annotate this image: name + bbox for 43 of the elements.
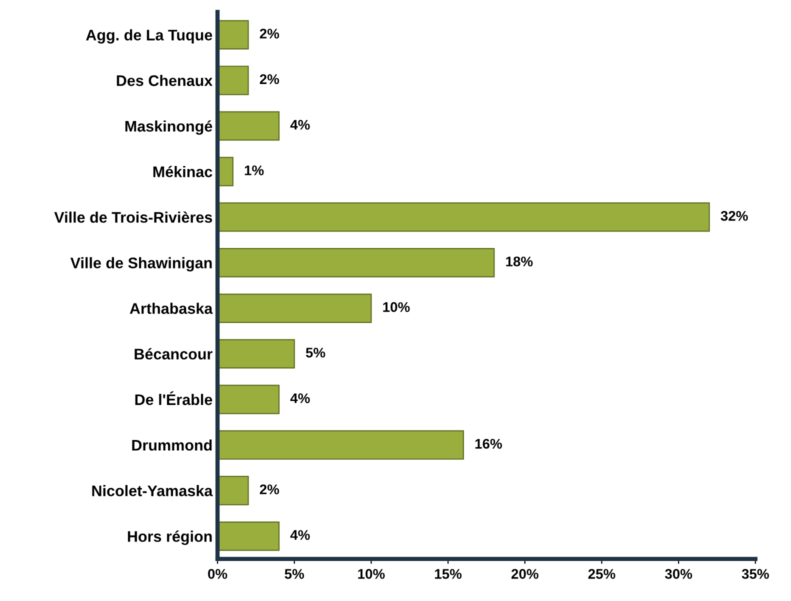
- y-tick-label: Arthabaska: [130, 302, 213, 314]
- y-tick-label: De l'Érable: [135, 391, 212, 406]
- x-tick-label: 25%: [588, 569, 616, 579]
- y-tick-label: Bécancour: [134, 348, 212, 360]
- bar: [218, 384, 280, 414]
- data-label: 4%: [290, 120, 310, 130]
- y-tick-label: Hors région: [128, 530, 212, 545]
- bar: [218, 111, 280, 141]
- data-label: 1%: [244, 165, 264, 176]
- x-tick-label: 35%: [742, 569, 769, 579]
- y-tick-label: Ville de Shawinigan: [70, 257, 212, 272]
- bar: [218, 339, 295, 369]
- bar: [218, 66, 249, 96]
- bar: [218, 521, 280, 551]
- data-label: 4%: [290, 393, 310, 404]
- data-label: 2%: [260, 74, 280, 84]
- x-tick-label: 5%: [284, 569, 304, 579]
- bar: [218, 294, 372, 323]
- x-tick-label: 0%: [208, 569, 228, 579]
- data-label: 2%: [260, 484, 280, 494]
- y-tick-label: Nicolet-Yamaska: [92, 485, 213, 496]
- data-label: 4%: [290, 530, 310, 540]
- x-tick-label: 15%: [435, 569, 462, 579]
- data-label: 18%: [506, 256, 533, 266]
- data-label: 10%: [383, 302, 410, 312]
- bar: [218, 476, 249, 506]
- data-label: 16%: [475, 438, 502, 449]
- bar: [218, 248, 495, 278]
- y-tick-label: Des Chenaux: [116, 74, 213, 86]
- y-tick-label: Maskinongé: [125, 120, 212, 135]
- x-tick-label: 30%: [664, 569, 692, 579]
- bar: [218, 430, 464, 460]
- x-tick-label: 10%: [358, 569, 385, 579]
- bar: [218, 202, 710, 232]
- y-tick-label: Ville de Trois-Rivières: [54, 211, 212, 223]
- y-tick-label: Agg. de La Tuque: [86, 29, 212, 44]
- data-label: 32%: [720, 211, 748, 221]
- data-label: 2%: [260, 28, 280, 39]
- y-tick-label: Mékinac: [153, 166, 212, 178]
- data-label: 5%: [306, 348, 326, 358]
- y-tick-label: Drummond: [132, 439, 212, 451]
- x-tick-label: 20%: [511, 569, 538, 579]
- bar: [218, 20, 249, 50]
